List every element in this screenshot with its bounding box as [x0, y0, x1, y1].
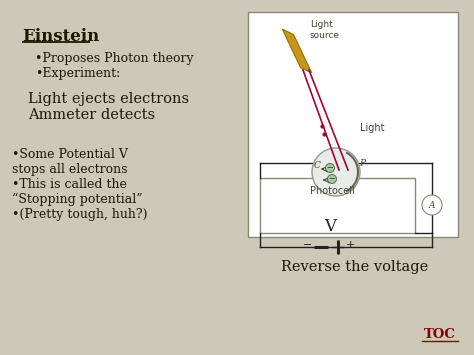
Polygon shape	[283, 29, 311, 72]
Text: Light
source: Light source	[310, 20, 340, 40]
Circle shape	[422, 195, 442, 215]
Text: •Some Potential V: •Some Potential V	[12, 148, 128, 161]
Text: −: −	[328, 175, 336, 184]
Text: P: P	[359, 159, 365, 169]
Text: •This is called the: •This is called the	[12, 178, 127, 191]
Circle shape	[328, 175, 337, 184]
Text: +: +	[346, 240, 356, 250]
Text: “Stopping potential”: “Stopping potential”	[12, 193, 143, 206]
Text: Light ejects electrons: Light ejects electrons	[28, 92, 189, 106]
Text: •Experiment:: •Experiment:	[35, 67, 120, 80]
Bar	[248, 12, 458, 237]
Circle shape	[326, 164, 335, 173]
Text: stops all electrons: stops all electrons	[12, 163, 128, 176]
Text: Light: Light	[360, 123, 384, 133]
Text: Ammeter detects: Ammeter detects	[28, 108, 155, 122]
Text: V: V	[324, 218, 336, 235]
Text: −: −	[302, 240, 312, 250]
Text: TOC: TOC	[424, 328, 456, 341]
Text: •Proposes Photon theory: •Proposes Photon theory	[35, 52, 193, 65]
Text: Reverse the voltage: Reverse the voltage	[282, 260, 428, 274]
Text: C: C	[314, 162, 321, 170]
Text: A: A	[429, 201, 435, 209]
Circle shape	[312, 148, 360, 196]
Bar	[260, 178, 415, 233]
Text: •(Pretty tough, huh?): •(Pretty tough, huh?)	[12, 208, 147, 221]
Text: Einstein: Einstein	[22, 28, 99, 45]
Text: −: −	[327, 164, 334, 173]
Text: Photocell: Photocell	[310, 186, 355, 196]
